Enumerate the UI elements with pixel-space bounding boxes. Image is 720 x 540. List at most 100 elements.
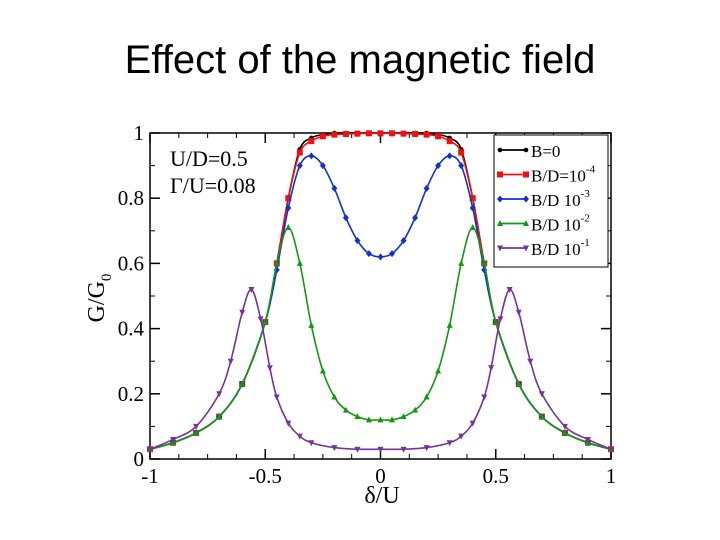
- data-point: [319, 133, 326, 140]
- data-point: [308, 440, 315, 447]
- y-tick-label: 1: [134, 121, 145, 145]
- data-point: [497, 316, 504, 323]
- data-point: [296, 162, 303, 170]
- data-point: [481, 394, 488, 401]
- data-point: [608, 446, 614, 453]
- data-point: [342, 406, 349, 413]
- x-axis-label: δ/U: [364, 483, 399, 509]
- series-line: [149, 288, 612, 451]
- data-point: [469, 204, 476, 212]
- data-point: [497, 147, 503, 153]
- data-point: [239, 380, 246, 387]
- x-tick-label: -0.5: [249, 464, 282, 488]
- data-point: [458, 149, 465, 156]
- data-point: [561, 423, 568, 430]
- data-point: [506, 286, 513, 293]
- slide-title: Effect of the magnetic field: [124, 38, 596, 82]
- data-point: [446, 440, 453, 447]
- data-point: [377, 253, 384, 261]
- data-point: [273, 394, 280, 401]
- data-point: [423, 445, 430, 452]
- data-point: [446, 138, 453, 145]
- data-point: [423, 131, 430, 138]
- data-point: [458, 433, 465, 440]
- annotation-gamma: Γ/U=0.08: [170, 173, 256, 198]
- data-point: [296, 259, 303, 266]
- data-point: [458, 162, 465, 170]
- data-point: [354, 130, 361, 137]
- data-point: [227, 358, 234, 365]
- data-point: [497, 220, 503, 226]
- data-point: [216, 391, 223, 398]
- plot-area: -1 -0.5 0 0.5 1 0 0.2 0.4 0.6 0.8 1: [118, 121, 617, 488]
- data-point: [354, 237, 361, 245]
- series-4: [147, 286, 614, 453]
- data-point: [488, 365, 495, 372]
- data-point: [308, 138, 315, 145]
- data-point: [377, 416, 384, 423]
- legend-label: B/D 10-2: [531, 213, 590, 235]
- data-point: [389, 250, 396, 258]
- data-point: [216, 413, 223, 420]
- data-point: [285, 420, 292, 427]
- data-point: [523, 195, 529, 203]
- annotation-ud: U/D=0.5: [170, 146, 248, 171]
- legend-label: B=0: [531, 142, 560, 161]
- y-tick-label: 0: [134, 447, 145, 471]
- data-point: [248, 286, 255, 293]
- data-point: [584, 436, 591, 443]
- data-point: [354, 413, 361, 420]
- x-tick-label: 0: [375, 464, 386, 488]
- data-point: [147, 446, 153, 453]
- y-tick-label: 0.2: [118, 382, 144, 406]
- data-point: [469, 420, 476, 427]
- data-point: [497, 245, 503, 252]
- x-tick-label: 0.5: [483, 464, 509, 488]
- data-point: [492, 318, 499, 325]
- data-point: [331, 445, 338, 452]
- data-point: [354, 446, 361, 453]
- data-point: [446, 152, 453, 160]
- data-point: [481, 259, 488, 266]
- data-point: [365, 130, 372, 137]
- data-point: [412, 214, 419, 222]
- y-tick-label: 0.8: [118, 186, 144, 210]
- y-tick-label: 0.6: [118, 251, 144, 275]
- data-point: [423, 184, 430, 192]
- data-point: [497, 171, 503, 178]
- data-point: [400, 237, 407, 245]
- data-point: [331, 393, 338, 400]
- legend-label: B/D 10-3: [531, 188, 590, 210]
- data-point: [561, 429, 568, 436]
- data-point: [515, 309, 522, 316]
- data-point: [239, 309, 246, 316]
- data-point: [365, 416, 372, 423]
- data-point: [296, 433, 303, 440]
- data-point: [285, 204, 292, 212]
- data-point: [515, 380, 522, 387]
- data-point: [523, 147, 529, 153]
- legend-label: B/D 10-1: [531, 237, 590, 259]
- data-point: [331, 184, 338, 192]
- data-point: [266, 365, 273, 372]
- data-point: [469, 224, 476, 231]
- data-point: [365, 250, 372, 258]
- data-point: [538, 391, 545, 398]
- data-point: [497, 195, 503, 203]
- data-point: [389, 130, 396, 137]
- data-point: [193, 423, 200, 430]
- y-tick-label: 0.4: [118, 317, 145, 341]
- data-point: [400, 413, 407, 420]
- data-point: [523, 220, 529, 226]
- data-point: [446, 321, 453, 328]
- data-point: [296, 149, 303, 156]
- legend-label: B/D=10-4: [531, 164, 596, 186]
- data-point: [527, 358, 534, 365]
- data-point: [538, 413, 545, 420]
- data-point: [400, 130, 407, 137]
- data-point: [170, 436, 177, 443]
- data-point: [523, 245, 529, 252]
- data-point: [412, 406, 419, 413]
- data-point: [285, 195, 292, 202]
- x-tick-label: -1: [141, 464, 159, 488]
